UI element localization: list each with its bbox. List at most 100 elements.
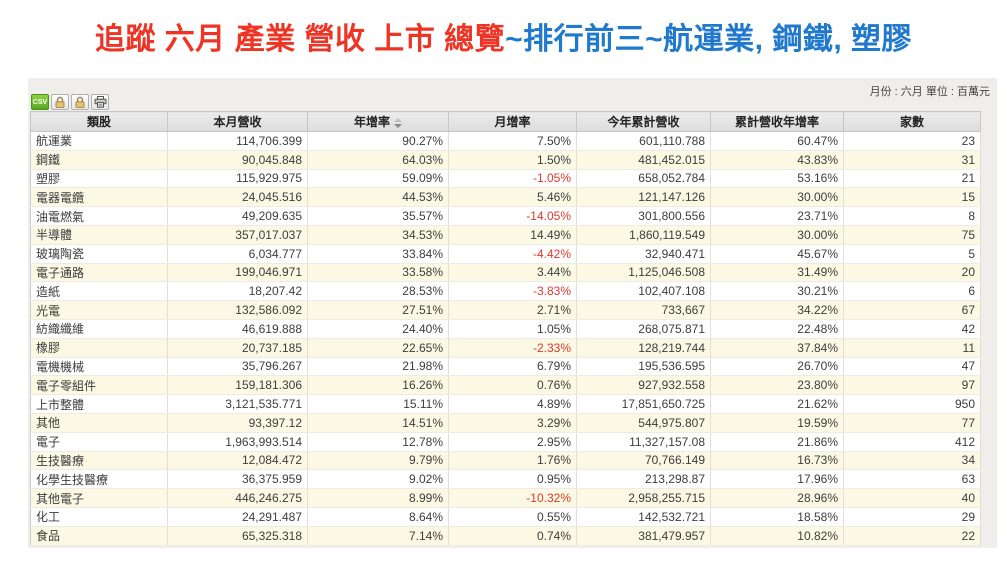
cell-sector: 紡織纖維 (30, 319, 168, 339)
cell-companies: 77 (843, 413, 981, 433)
table-row[interactable]: 玻璃陶瓷 6,034.777 33.84% -4.42% 32,940.471 45.67… (30, 244, 981, 264)
column-header-month-revenue[interactable]: 本月營收 (167, 111, 308, 132)
cell-yoy_growth: 9.02% (307, 469, 449, 490)
column-header-yoy-growth[interactable]: 年增率 (307, 111, 449, 132)
cell-companies: 31 (843, 150, 981, 170)
table-row[interactable]: 電子通路 199,046.971 33.58% 3.44% 1,125,046.508 3… (30, 263, 981, 283)
cell-ytd_yoy_growth: 43.83% (710, 150, 844, 170)
table-row[interactable]: 化工 24,291.487 8.64% 0.55% 142,532.721 18.58% 2… (30, 507, 981, 527)
cell-ytd_yoy_growth: 21.62% (710, 394, 844, 414)
cell-sector: 航運業 (30, 131, 168, 151)
column-header-ytd-revenue[interactable]: 今年累計營收 (576, 111, 711, 132)
column-header-companies[interactable]: 家數 (843, 111, 981, 132)
table-row[interactable]: 生技醫療 12,084.472 9.79% 1.76% 70,766.149 16.73%… (30, 451, 981, 471)
table-row[interactable]: 其他電子 446,246.275 8.99% -10.32% 2,958,255.715… (30, 488, 981, 508)
cell-yoy_growth: 59.09% (307, 169, 449, 189)
export-csv-button[interactable]: CSV (31, 94, 49, 110)
cell-month_revenue: 18,207.42 (167, 281, 308, 302)
cell-mom_growth: -1.05% (448, 169, 577, 189)
cell-ytd_yoy_growth: 23.71% (710, 206, 844, 226)
sort-indicator-icon (394, 117, 402, 128)
cell-companies: 23 (843, 131, 981, 151)
cell-yoy_growth: 16.26% (307, 375, 449, 396)
cell-month_revenue: 49,209.635 (167, 206, 308, 226)
cell-mom_growth: 2.95% (448, 432, 577, 452)
cell-ytd_revenue: 927,932.558 (576, 375, 711, 396)
table-row[interactable]: 造紙 18,207.42 28.53% -3.83% 102,407.108 30.21%… (30, 281, 981, 302)
lock-icon (54, 96, 66, 109)
lock-button-1[interactable] (51, 94, 69, 110)
cell-month_revenue: 446,246.275 (167, 488, 308, 508)
cell-yoy_growth: 21.98% (307, 357, 449, 377)
cell-ytd_yoy_growth: 37.84% (710, 338, 844, 358)
print-button[interactable] (91, 94, 109, 110)
table-body: 航運業 114,706.399 90.27% 7.50% 601,110.788 60.4… (30, 131, 981, 546)
cell-mom_growth: 3.29% (448, 413, 577, 433)
cell-mom_growth: 0.55% (448, 507, 577, 527)
cell-ytd_yoy_growth: 34.22% (710, 300, 844, 320)
cell-ytd_revenue: 301,800.556 (576, 206, 711, 226)
cell-ytd_yoy_growth: 23.80% (710, 375, 844, 396)
cell-ytd_revenue: 128,219.744 (576, 338, 711, 358)
cell-yoy_growth: 12.78% (307, 432, 449, 452)
month-unit-label: 月份 : 六月 單位 : 百萬元 (869, 86, 990, 98)
cell-ytd_revenue: 268,075.871 (576, 319, 711, 339)
table-row[interactable]: 電器電纜 24,045.516 44.53% 5.46% 121,147.126 30.0… (30, 187, 981, 208)
toolbar: CSV (31, 94, 109, 110)
table-row[interactable]: 鋼鐵 90,045.848 64.03% 1.50% 481,452.015 43.83%… (30, 150, 981, 170)
cell-mom_growth: 0.76% (448, 375, 577, 396)
cell-month_revenue: 132,586.092 (167, 300, 308, 320)
table-row[interactable]: 食品 65,325.318 7.14% 0.74% 381,479.957 10.82% 2… (30, 526, 981, 546)
table-row[interactable]: 航運業 114,706.399 90.27% 7.50% 601,110.788 60.4… (30, 131, 981, 151)
table-row[interactable]: 橡膠 20,737.185 22.65% -2.33% 128,219.744 37.84… (30, 338, 981, 358)
cell-sector: 電子零組件 (30, 375, 168, 396)
table-row[interactable]: 電機機械 35,796.267 21.98% 6.79% 195,536.595 26.7… (30, 357, 981, 377)
cell-ytd_yoy_growth: 16.73% (710, 451, 844, 471)
column-header-label: 年增率 (353, 115, 390, 129)
lock-button-2[interactable] (71, 94, 89, 110)
cell-month_revenue: 357,017.037 (167, 225, 308, 245)
cell-mom_growth: 1.05% (448, 319, 577, 339)
column-header-sector[interactable]: 類股 (30, 111, 168, 132)
column-header-ytd-yoy-growth[interactable]: 累計營收年增率 (710, 111, 844, 132)
cell-month_revenue: 90,045.848 (167, 150, 308, 170)
cell-mom_growth: 0.95% (448, 469, 577, 490)
cell-ytd_yoy_growth: 10.82% (710, 526, 844, 546)
cell-companies: 63 (843, 469, 981, 490)
table-row[interactable]: 化學生技醫療 36,375.959 9.02% 0.95% 213,298.87 17.9… (30, 469, 981, 490)
table-row[interactable]: 光電 132,586.092 27.51% 2.71% 733,667 34.22% 67 (30, 300, 981, 320)
table-row[interactable]: 紡織纖維 46,619.888 24.40% 1.05% 268,075.871 22.4… (30, 319, 981, 339)
cell-ytd_revenue: 601,110.788 (576, 131, 711, 151)
cell-month_revenue: 1,963,993.514 (167, 432, 308, 452)
cell-yoy_growth: 8.64% (307, 507, 449, 527)
table-row[interactable]: 半導體 357,017.037 34.53% 14.49% 1,860,119.549 3… (30, 225, 981, 245)
data-panel: 月份 : 六月 單位 : 百萬元 CSV 類股 (28, 78, 997, 548)
cell-month_revenue: 36,375.959 (167, 469, 308, 490)
cell-sector: 其他 (30, 413, 168, 433)
cell-companies: 11 (843, 338, 981, 358)
cell-companies: 22 (843, 526, 981, 546)
cell-mom_growth: -10.32% (448, 488, 577, 508)
table-row[interactable]: 塑膠 115,929.975 59.09% -1.05% 658,052.784 53.1… (30, 169, 981, 189)
cell-sector: 上市整體 (30, 394, 168, 414)
table-row[interactable]: 電子零組件 159,181.306 16.26% 0.76% 927,932.558 23… (30, 375, 981, 396)
table-row[interactable]: 其他 93,397.12 14.51% 3.29% 544,975.807 19.59% 7… (30, 413, 981, 433)
cell-companies: 950 (843, 394, 981, 414)
cell-mom_growth: 0.74% (448, 526, 577, 546)
cell-ytd_revenue: 544,975.807 (576, 413, 711, 433)
column-header-mom-growth[interactable]: 月增率 (448, 111, 577, 132)
cell-yoy_growth: 9.79% (307, 451, 449, 471)
cell-mom_growth: 3.44% (448, 263, 577, 283)
table-row[interactable]: 油電燃氣 49,209.635 35.57% -14.05% 301,800.556 23… (30, 206, 981, 226)
cell-companies: 75 (843, 225, 981, 245)
cell-month_revenue: 114,706.399 (167, 131, 308, 151)
cell-ytd_revenue: 2,958,255.715 (576, 488, 711, 508)
cell-sector: 半導體 (30, 225, 168, 245)
cell-mom_growth: -2.33% (448, 338, 577, 358)
table-row[interactable]: 電子 1,963,993.514 12.78% 2.95% 11,327,157.08 2… (30, 432, 981, 452)
cell-ytd_yoy_growth: 30.21% (710, 281, 844, 302)
cell-yoy_growth: 44.53% (307, 187, 449, 208)
cell-yoy_growth: 35.57% (307, 206, 449, 226)
table-row[interactable]: 上市整體 3,121,535.771 15.11% 4.89% 17,851,650.7… (30, 394, 981, 414)
cell-mom_growth: 1.76% (448, 451, 577, 471)
